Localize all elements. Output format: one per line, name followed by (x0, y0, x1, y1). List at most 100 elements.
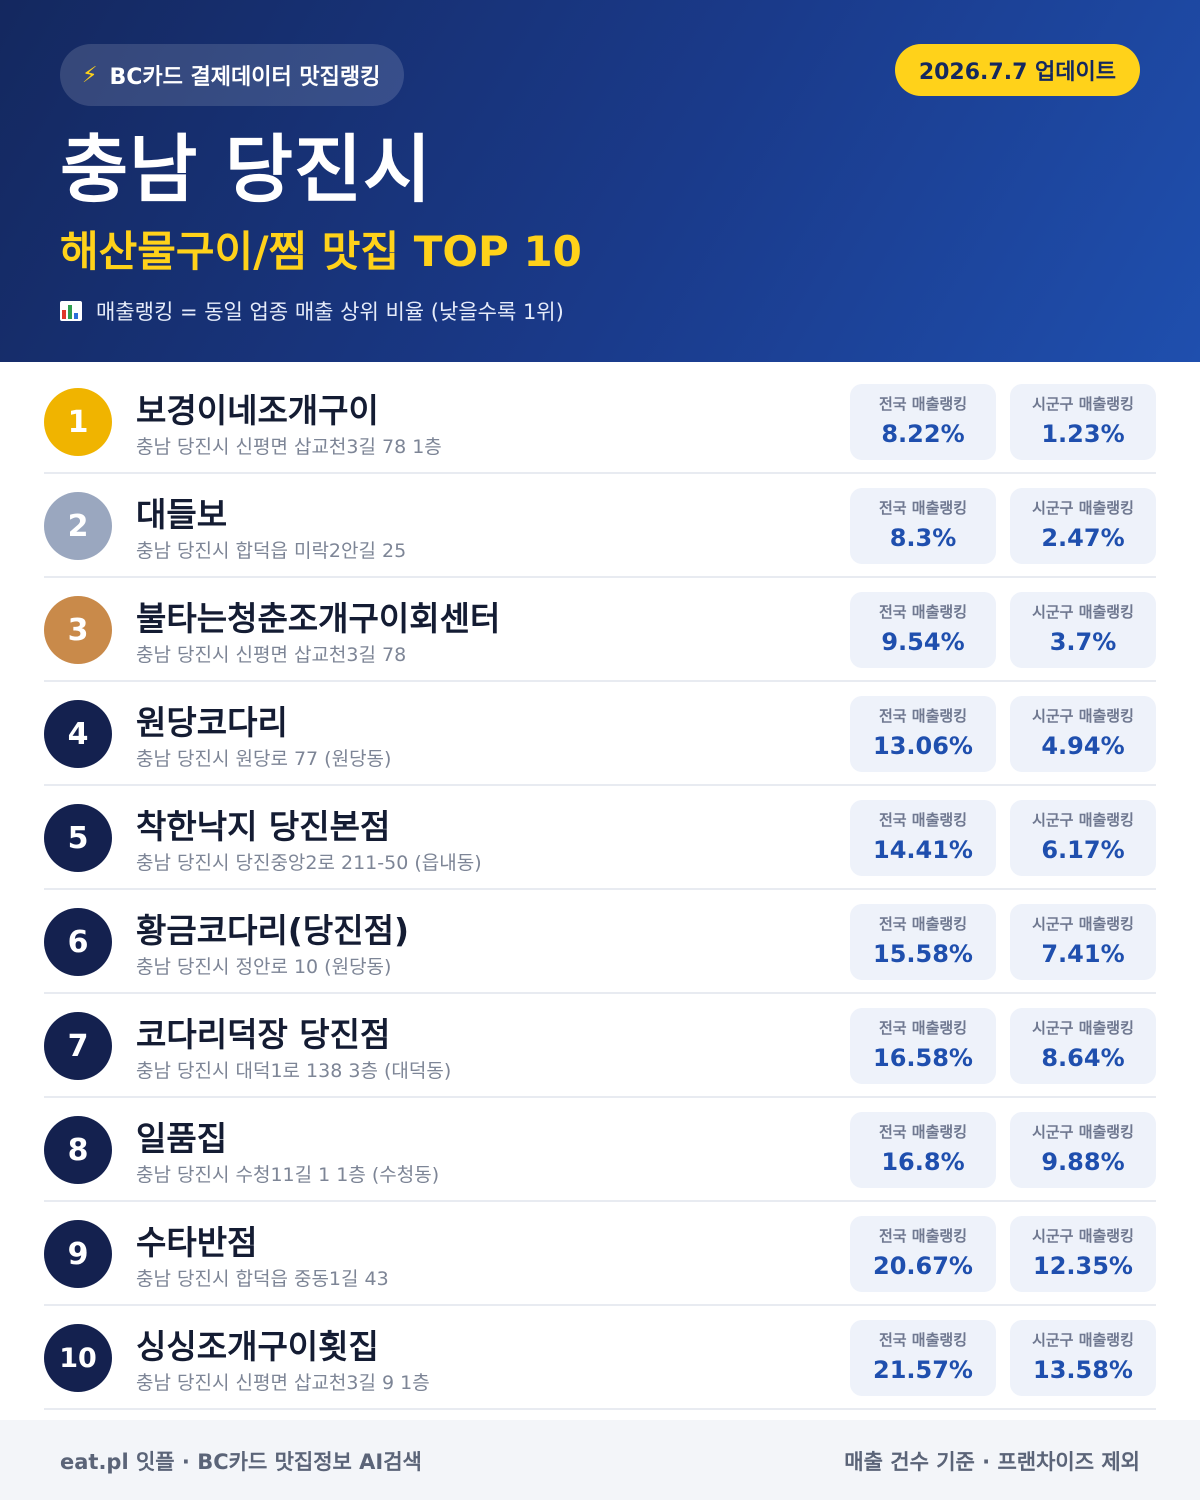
stat-label: 전국 매출랭킹 (878, 707, 968, 725)
footer-criteria: 매출 건수 기준 · 프랜차이즈 제외 (844, 1450, 1140, 1474)
lightning-icon: ⚡ (82, 62, 98, 88)
rank-badge: 3 (44, 596, 112, 664)
ranking-row[interactable]: 6 황금코다리(당진점) 충남 당진시 정안로 10 (원당동) 전국 매출랭킹… (44, 890, 1156, 994)
stat-label: 전국 매출랭킹 (878, 1227, 968, 1245)
source-label: BC카드 결제데이터 맛집랭킹 (109, 65, 381, 90)
stat-label: 시군구 매출랭킹 (1032, 603, 1134, 621)
ranking-row[interactable]: 2 대들보 충남 당진시 합덕읍 미락2안길 25 전국 매출랭킹 8.3% 시군… (44, 474, 1156, 578)
stat-label: 시군구 매출랭킹 (1032, 1331, 1134, 1349)
national-ranking-box: 전국 매출랭킹 9.54% (850, 592, 996, 668)
rank-badge: 8 (44, 1116, 112, 1184)
store-address: 충남 당진시 신평면 삽교천3길 78 1층 (136, 436, 442, 458)
local-ranking-box: 시군구 매출랭킹 8.64% (1010, 1008, 1156, 1084)
store-address: 충남 당진시 합덕읍 미락2안길 25 (136, 540, 407, 562)
stat-value: 8.22% (881, 420, 965, 448)
national-ranking-box: 전국 매출랭킹 8.3% (850, 488, 996, 564)
stat-label: 전국 매출랭킹 (878, 395, 968, 413)
stat-label: 시군구 매출랭킹 (1032, 499, 1134, 517)
store-address: 충남 당진시 당진중앙2로 211-50 (읍내동) (136, 852, 482, 874)
national-ranking-box: 전국 매출랭킹 16.8% (850, 1112, 996, 1188)
bar-chart-icon (60, 301, 82, 321)
stat-value: 4.94% (1041, 732, 1125, 760)
store-address: 충남 당진시 신평면 삽교천3길 78 (136, 644, 407, 666)
stat-value: 7.41% (1041, 940, 1125, 968)
rank-badge: 5 (44, 804, 112, 872)
store-address: 충남 당진시 신평면 삽교천3길 9 1층 (136, 1372, 430, 1394)
store-address: 충남 당진시 대덕1로 138 3층 (대덕동) (136, 1060, 452, 1082)
national-ranking-box: 전국 매출랭킹 16.58% (850, 1008, 996, 1084)
store-name: 대들보 (136, 495, 228, 534)
local-ranking-box: 시군구 매출랭킹 1.23% (1010, 384, 1156, 460)
local-ranking-box: 시군구 매출랭킹 9.88% (1010, 1112, 1156, 1188)
store-name: 불타는청춘조개구이회센터 (136, 599, 501, 638)
store-address: 충남 당진시 원당로 77 (원당동) (136, 748, 392, 770)
source-badge: ⚡ BC카드 결제데이터 맛집랭킹 (60, 44, 405, 106)
store-name: 황금코다리(당진점) (136, 911, 410, 950)
stat-label: 시군구 매출랭킹 (1032, 1227, 1134, 1245)
national-ranking-box: 전국 매출랭킹 20.67% (850, 1216, 996, 1292)
store-name: 원당코다리 (136, 703, 288, 742)
page-title: 충남 당진시 (60, 127, 433, 213)
stat-value: 12.35% (1033, 1252, 1133, 1280)
footer-source: eat.pl 잇플 · BC카드 맛집정보 AI검색 (60, 1450, 422, 1474)
stat-value: 16.8% (881, 1148, 965, 1176)
store-name: 착한낙지 당진본점 (136, 807, 391, 846)
stat-value: 13.06% (873, 732, 973, 760)
store-address: 충남 당진시 정안로 10 (원당동) (136, 956, 392, 978)
rank-badge: 1 (44, 388, 112, 456)
ranking-row[interactable]: 3 불타는청춘조개구이회센터 충남 당진시 신평면 삽교천3길 78 전국 매출… (44, 578, 1156, 682)
rank-badge: 7 (44, 1012, 112, 1080)
stat-label: 전국 매출랭킹 (878, 1331, 968, 1349)
stat-value: 13.58% (1033, 1356, 1133, 1384)
ranking-row[interactable]: 10 싱싱조개구이횟집 충남 당진시 신평면 삽교천3길 9 1층 전국 매출랭… (44, 1306, 1156, 1410)
legend-note: 매출랭킹 = 동일 업종 매출 상위 비율 (낮을수록 1위) (60, 296, 564, 326)
ranking-row[interactable]: 9 수타반점 충남 당진시 합덕읍 중동1길 43 전국 매출랭킹 20.67% … (44, 1202, 1156, 1306)
stat-value: 6.17% (1041, 836, 1125, 864)
stat-label: 전국 매출랭킹 (878, 915, 968, 933)
stat-label: 전국 매출랭킹 (878, 811, 968, 829)
stat-value: 21.57% (873, 1356, 973, 1384)
national-ranking-box: 전국 매출랭킹 14.41% (850, 800, 996, 876)
ranking-row[interactable]: 1 보경이네조개구이 충남 당진시 신평면 삽교천3길 78 1층 전국 매출랭… (44, 370, 1156, 474)
rank-badge: 6 (44, 908, 112, 976)
stat-label: 전국 매출랭킹 (878, 1123, 968, 1141)
local-ranking-box: 시군구 매출랭킹 7.41% (1010, 904, 1156, 980)
ranking-row[interactable]: 8 일품집 충남 당진시 수청11길 1 1층 (수청동) 전국 매출랭킹 16.… (44, 1098, 1156, 1202)
ranking-list: 1 보경이네조개구이 충남 당진시 신평면 삽교천3길 78 1층 전국 매출랭… (44, 370, 1156, 1410)
local-ranking-box: 시군구 매출랭킹 6.17% (1010, 800, 1156, 876)
rank-badge: 10 (44, 1324, 112, 1392)
ranking-row[interactable]: 5 착한낙지 당진본점 충남 당진시 당진중앙2로 211-50 (읍내동) 전… (44, 786, 1156, 890)
national-ranking-box: 전국 매출랭킹 21.57% (850, 1320, 996, 1396)
store-name: 보경이네조개구이 (136, 391, 379, 430)
national-ranking-box: 전국 매출랭킹 8.22% (850, 384, 996, 460)
stat-label: 시군구 매출랭킹 (1032, 1019, 1134, 1037)
header-banner: ⚡ BC카드 결제데이터 맛집랭킹 2026.7.7 업데이트 충남 당진시 해… (0, 0, 1200, 362)
legend-note-text: 매출랭킹 = 동일 업종 매출 상위 비율 (낮을수록 1위) (96, 300, 564, 324)
ranking-row[interactable]: 7 코다리덕장 당진점 충남 당진시 대덕1로 138 3층 (대덕동) 전국 … (44, 994, 1156, 1098)
store-name: 수타반점 (136, 1223, 258, 1262)
stat-value: 14.41% (873, 836, 973, 864)
stat-label: 전국 매출랭킹 (878, 1019, 968, 1037)
rank-badge: 4 (44, 700, 112, 768)
stat-label: 전국 매출랭킹 (878, 603, 968, 621)
local-ranking-box: 시군구 매출랭킹 13.58% (1010, 1320, 1156, 1396)
stat-value: 9.88% (1041, 1148, 1125, 1176)
stat-value: 20.67% (873, 1252, 973, 1280)
store-name: 코다리덕장 당진점 (136, 1015, 391, 1054)
stat-label: 시군구 매출랭킹 (1032, 1123, 1134, 1141)
rank-badge: 2 (44, 492, 112, 560)
store-name: 싱싱조개구이횟집 (136, 1327, 379, 1366)
national-ranking-box: 전국 매출랭킹 13.06% (850, 696, 996, 772)
store-address: 충남 당진시 수청11길 1 1층 (수청동) (136, 1164, 440, 1186)
ranking-row[interactable]: 4 원당코다리 충남 당진시 원당로 77 (원당동) 전국 매출랭킹 13.06… (44, 682, 1156, 786)
stat-value: 2.47% (1041, 524, 1125, 552)
stat-value: 16.58% (873, 1044, 973, 1072)
stat-value: 1.23% (1041, 420, 1125, 448)
stat-value: 8.3% (889, 524, 957, 552)
update-badge: 2026.7.7 업데이트 (894, 44, 1140, 96)
stat-label: 전국 매출랭킹 (878, 499, 968, 517)
local-ranking-box: 시군구 매출랭킹 2.47% (1010, 488, 1156, 564)
stat-label: 시군구 매출랭킹 (1032, 707, 1134, 725)
stat-value: 8.64% (1041, 1044, 1125, 1072)
stat-value: 15.58% (873, 940, 973, 968)
